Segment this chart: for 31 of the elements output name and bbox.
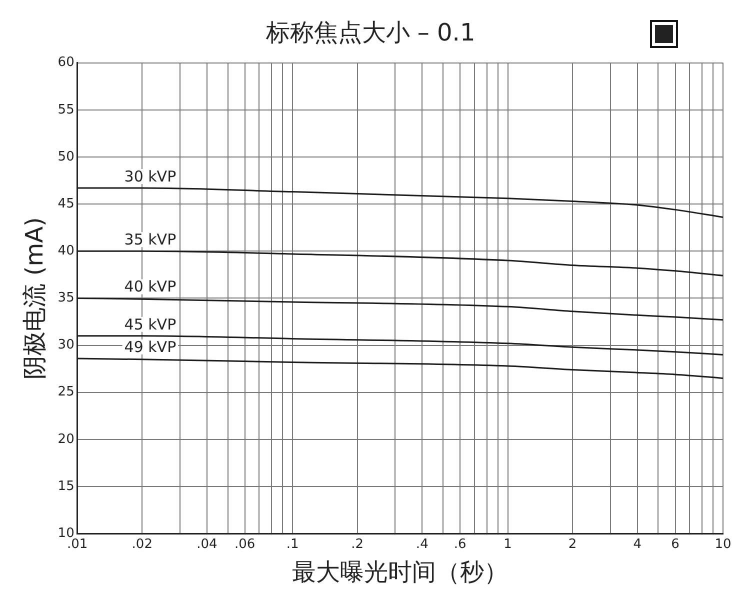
- chart-title: 标称焦点大小 – 0.1: [264, 18, 476, 47]
- y-tick-label: 50: [58, 149, 74, 164]
- y-tick-label: 30: [58, 338, 74, 353]
- series-label: 40 kVP: [124, 278, 176, 296]
- series-label: 30 kVP: [124, 167, 176, 186]
- x-tick-label: .01: [67, 536, 88, 552]
- series-label: 35 kVP: [124, 230, 176, 249]
- x-tick-label: 4: [633, 536, 642, 552]
- y-tick-label: 45: [58, 196, 74, 212]
- x-axis-title: 最大曝光时间（秒）: [292, 558, 508, 586]
- y-tick-label: 60: [58, 55, 74, 70]
- x-tick-label: 1: [504, 536, 512, 552]
- x-tick-label: 10: [714, 536, 732, 552]
- y-tick-label: 25: [58, 384, 74, 400]
- x-tick-label: .06: [234, 536, 256, 552]
- series-label: 49 kVP: [124, 338, 176, 356]
- series-label: 45 kVP: [124, 315, 176, 334]
- y-axis-title: 阴极电流 (mA): [20, 217, 49, 380]
- x-tick-label: .1: [286, 536, 299, 552]
- x-tick-label: .02: [132, 536, 152, 552]
- x-tick-label: 2: [568, 536, 577, 552]
- x-tick-label: .4: [416, 536, 428, 552]
- x-tick-label: .2: [351, 536, 364, 552]
- y-tick-label: 55: [58, 102, 74, 118]
- x-tick-label: .6: [454, 536, 466, 552]
- y-tick-label: 20: [58, 432, 74, 447]
- y-tick-label: 35: [58, 290, 74, 306]
- x-tick-label: .04: [196, 536, 218, 552]
- y-tick-label: 15: [58, 478, 74, 494]
- y-tick-label: 40: [58, 243, 74, 258]
- x-tick-label: 6: [671, 536, 680, 552]
